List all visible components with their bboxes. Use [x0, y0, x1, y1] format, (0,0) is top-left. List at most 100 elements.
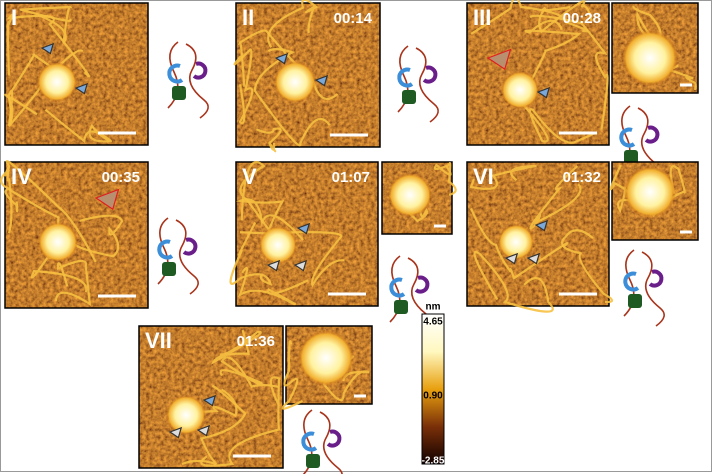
schematic-protein-blue	[157, 239, 174, 260]
dna-strand	[233, 48, 254, 125]
dna-strand	[0, 165, 19, 213]
arrowhead-marker	[168, 426, 183, 439]
colorbar-min: -2.85	[422, 456, 445, 467]
dna-strand	[44, 108, 113, 144]
dna-strand	[561, 229, 614, 304]
arrowhead-marker	[534, 219, 549, 232]
protein-blob	[498, 224, 534, 260]
panel-label: IV	[11, 164, 32, 189]
arrowhead-marker	[536, 86, 551, 99]
colorbar: nm 4.65 0.90 -2.85	[421, 302, 445, 467]
afm-image	[5, 3, 148, 145]
arrowhead-marker	[74, 82, 89, 95]
timestamp: 01:36	[237, 333, 275, 350]
arrowhead-marker	[274, 52, 289, 65]
schematic-protein-purple	[326, 429, 342, 448]
arrowhead-marker	[94, 188, 120, 211]
image-border	[235, 161, 379, 307]
schematic-protein-green	[306, 454, 320, 468]
colorbar-gradient	[421, 313, 445, 465]
timestamp: 01:32	[563, 169, 601, 186]
protein-blob	[38, 222, 78, 262]
panel-label: I	[11, 5, 17, 30]
image-border	[466, 161, 610, 307]
protein-blob	[37, 62, 77, 102]
image-border	[285, 325, 373, 405]
arrowhead-marker	[196, 424, 211, 437]
protein-blob	[501, 71, 539, 109]
dna-strand	[69, 214, 124, 258]
dna-strand	[5, 160, 97, 263]
schematic-protein-blue	[397, 67, 414, 88]
schematic-protein-green	[624, 150, 638, 164]
protein-blob	[166, 395, 206, 435]
schematic-protein-purple	[414, 275, 430, 294]
image-border	[4, 2, 149, 146]
arrowhead-marker	[202, 394, 217, 407]
schematic-protein-blue	[389, 277, 406, 298]
arrowhead-marker	[486, 48, 512, 71]
dna-strand	[255, 127, 282, 153]
schematic-protein-blue	[619, 127, 636, 148]
schematic-protein-purple	[182, 237, 198, 256]
schematic-protein-green	[628, 294, 642, 308]
schematic-protein-green	[402, 90, 416, 104]
dna-strand	[523, 19, 582, 96]
image-border	[235, 2, 381, 148]
timestamp: 00:35	[102, 169, 140, 186]
dna-strand	[281, 340, 303, 410]
arrowhead-marker	[504, 252, 519, 265]
image-border	[138, 325, 284, 469]
dna-strand	[469, 207, 569, 280]
protein-blob	[298, 330, 354, 386]
schematic-protein-purple	[422, 65, 438, 84]
schematic-protein-blue	[301, 431, 318, 452]
arrowhead-marker	[40, 42, 55, 55]
schematic-protein-green	[162, 262, 176, 276]
dna-strand	[529, 165, 582, 230]
panel-label: III	[473, 5, 491, 30]
dna-strand	[433, 161, 457, 196]
schematic-protein-green	[172, 86, 186, 100]
panel-label: VI	[473, 164, 494, 189]
panel-label: V	[242, 164, 257, 189]
colorbar-unit: nm	[426, 302, 441, 313]
image-border	[611, 161, 699, 241]
schematic-protein-blue	[623, 271, 640, 292]
protein-blob	[274, 61, 316, 103]
dna-strand	[6, 13, 91, 78]
timestamp: 00:14	[334, 10, 373, 27]
image-border	[466, 2, 610, 146]
schematic-protein-purple	[648, 269, 664, 288]
dna-strand	[470, 0, 589, 35]
image-border	[4, 161, 149, 309]
timestamp: 00:28	[563, 10, 601, 27]
dna-strand	[54, 259, 92, 307]
dna-strand	[200, 376, 281, 467]
colorbar-max: 4.65	[423, 317, 443, 328]
dna-strand	[237, 29, 339, 101]
colorbar-mid: 0.90	[423, 391, 443, 402]
dna-strand	[210, 329, 262, 365]
schematic-protein-purple	[644, 125, 660, 144]
dna-strand	[253, 48, 331, 147]
arrowhead-marker	[314, 74, 329, 87]
dna-strand	[229, 221, 273, 286]
dna-strand	[469, 164, 537, 190]
timestamp: 01:07	[332, 169, 370, 186]
dna-strand	[538, 0, 593, 34]
afm-background	[5, 3, 148, 145]
protein-blob	[624, 166, 676, 218]
dna-strand	[19, 5, 73, 44]
schematic-protein-green	[394, 300, 408, 314]
dna-strand	[522, 103, 595, 144]
panel-label: VII	[145, 328, 172, 353]
schematic-protein-purple	[192, 61, 208, 80]
schematic-protein-blue	[167, 63, 184, 84]
dna-strand	[473, 251, 554, 313]
arrowhead-marker	[266, 259, 281, 272]
dna-strand	[267, 0, 319, 48]
panel-label: II	[242, 5, 254, 30]
